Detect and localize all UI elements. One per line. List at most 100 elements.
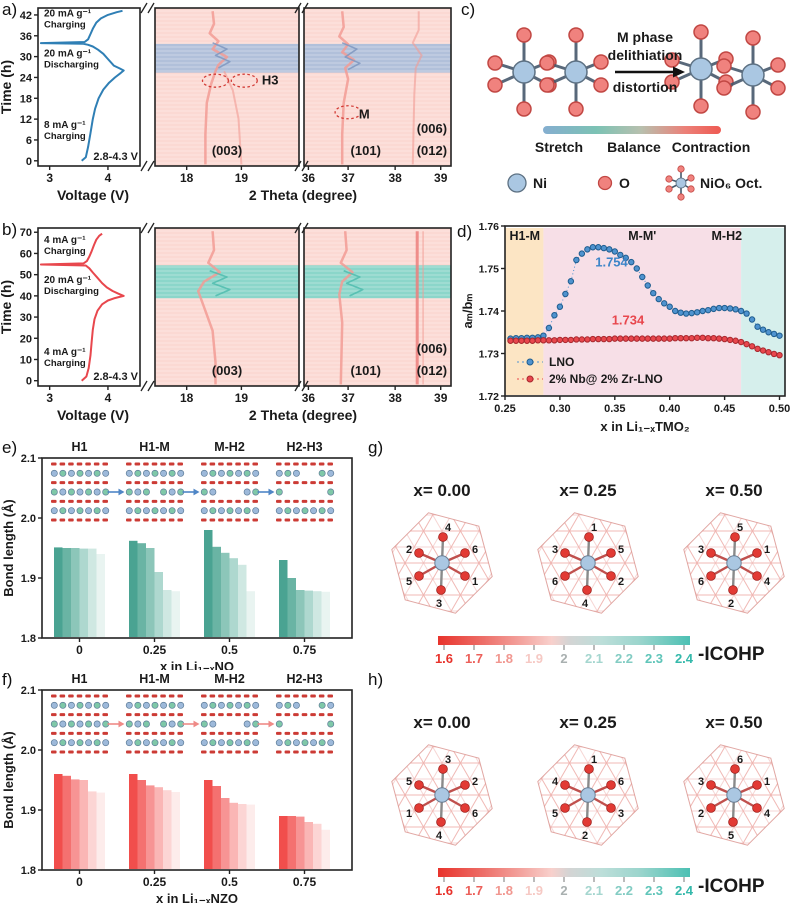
inset-oxygen-dash xyxy=(226,481,233,485)
inset-oxygen-dash xyxy=(226,713,233,717)
ni-legend-label: Ni xyxy=(533,175,547,191)
inset-oxygen-dash xyxy=(327,694,333,698)
data-point xyxy=(715,335,723,342)
inset-atom xyxy=(301,739,309,747)
inset-atom xyxy=(217,469,225,477)
colorbar-tick-label: 2.1 xyxy=(585,651,603,666)
oxygen-atom xyxy=(584,764,594,774)
axis-break-icon xyxy=(147,380,155,392)
oxygen-atom xyxy=(770,80,786,96)
oct-icon-oxygen xyxy=(665,175,673,183)
data-point xyxy=(748,316,756,323)
inset-oxygen-dash xyxy=(134,499,141,503)
colorbar-tick-label: 2.3 xyxy=(645,651,663,666)
inset-oxygen-dash xyxy=(209,694,216,698)
inset-oxygen-dash xyxy=(252,481,258,485)
value-annotation: 1.734 xyxy=(612,313,645,328)
oxygen-atom xyxy=(438,532,448,542)
inset-atom xyxy=(209,739,217,747)
colorbar-tick-label: 2.3 xyxy=(645,883,663,898)
oxygen-atom xyxy=(606,571,616,581)
data-point xyxy=(743,310,750,317)
o-legend-icon xyxy=(597,175,613,191)
inset-oxygen-dash xyxy=(327,462,333,466)
inset-oxygen-dash xyxy=(201,731,207,735)
inset-oxygen-dash xyxy=(143,731,149,735)
panel-f-canvas: 1.8 1.9 2.0 2.1 0 H1 0.25 H1-M 0.5 M-H2 0.75 H2-H3 x… xyxy=(1,672,353,903)
oxygen-atom xyxy=(606,780,616,790)
inset-oxygen-dash xyxy=(93,462,100,466)
inset-atom xyxy=(134,507,142,515)
data-point xyxy=(644,282,651,289)
inset-atom xyxy=(209,488,217,496)
hex-outline xyxy=(391,512,493,614)
x-axis-label: x in Li₁₋ₓNZO xyxy=(156,891,238,903)
axis-break-icon xyxy=(301,160,309,172)
lattice-line xyxy=(537,744,595,838)
inset-atom xyxy=(125,507,133,515)
inset-oxygen-dash xyxy=(301,462,308,466)
inset-atom xyxy=(50,720,58,728)
x-tick-label: 0.50 xyxy=(769,403,790,415)
inset-oxygen-dash xyxy=(310,518,316,522)
lattice-line xyxy=(391,760,435,846)
oxygen-atom xyxy=(730,764,740,774)
colorbar-tick-label: 2.4 xyxy=(675,883,694,898)
inset-atom xyxy=(142,739,150,747)
oxygen-atom xyxy=(582,585,592,595)
inset-oxygen-dash xyxy=(160,462,166,466)
rate-annotation: 8 mA g⁻¹ xyxy=(44,120,86,131)
data-point xyxy=(677,309,684,316)
inset-oxygen-dash xyxy=(201,499,207,503)
oxygen-number-label: 6 xyxy=(618,776,624,788)
inset-oxygen-dash xyxy=(76,481,83,485)
oct-icon-oxygen xyxy=(677,193,685,201)
oxygen-atom xyxy=(693,24,709,40)
oxygen-atom xyxy=(516,101,532,117)
inset-atom xyxy=(177,739,185,747)
colorbar-tick-label: 2 xyxy=(560,883,567,898)
bond-length-bar xyxy=(212,786,221,869)
inset-oxygen-dash xyxy=(59,750,66,754)
inset-oxygen-dash xyxy=(327,731,333,735)
lattice-line xyxy=(683,528,727,614)
y-tick-label: 1.8 xyxy=(21,865,36,877)
data-point xyxy=(765,329,772,336)
nio6-legend-label: NiO₆ Oct. xyxy=(700,175,762,191)
inset-oxygen-dash xyxy=(68,518,74,522)
oxygen-number-label: 6 xyxy=(737,754,743,766)
rate-annotation: 20 mA g⁻¹ xyxy=(44,49,92,60)
composition-title: x= 0.25 xyxy=(559,713,616,732)
x-tick-label: 36 xyxy=(302,391,316,405)
data-point xyxy=(655,295,662,303)
inset-oxygen-dash xyxy=(102,462,108,466)
inset-oxygen-dash xyxy=(301,694,308,698)
panel-b: b) 0 10 20 30 40 50 60 70 3 4 4 mA g⁻¹ Charging 20 m… xyxy=(0,220,455,438)
inset-atom xyxy=(67,701,75,709)
oxygen-number-label: 6 xyxy=(552,576,558,588)
oxygen-atom xyxy=(770,57,786,73)
inset-atom xyxy=(275,507,283,515)
panel-c-label: c) xyxy=(461,0,476,19)
inset-oxygen-dash xyxy=(134,731,141,735)
inset-oxygen-dash xyxy=(102,713,108,717)
icohp-label: -ICOHP xyxy=(698,876,765,897)
arrow-caption: distortion xyxy=(613,79,678,95)
data-point xyxy=(710,305,717,313)
inset-oxygen-dash xyxy=(143,518,149,522)
inset-atom xyxy=(301,507,309,515)
oxygen-atom xyxy=(606,548,616,558)
bond-length-bar xyxy=(229,558,238,637)
inset-oxygen-dash xyxy=(168,481,175,485)
inset-oxygen-dash xyxy=(93,750,100,754)
x-tick-label: 39 xyxy=(434,171,448,185)
y-tick-label: 50 xyxy=(20,270,32,282)
inset-oxygen-dash xyxy=(301,713,308,717)
inset-oxygen-dash xyxy=(76,462,83,466)
x-tick-label: 38 xyxy=(388,391,402,405)
panel-f: f) 1.8 1.9 2.0 2.1 0 H1 0.25 H1-M 0.5 M-H2 0.75 H2-… xyxy=(0,670,360,903)
data-point xyxy=(567,336,575,344)
bond-length-bar xyxy=(279,560,288,637)
oxygen-number-label: 4 xyxy=(764,808,771,820)
panel-a-label: a) xyxy=(2,0,18,19)
